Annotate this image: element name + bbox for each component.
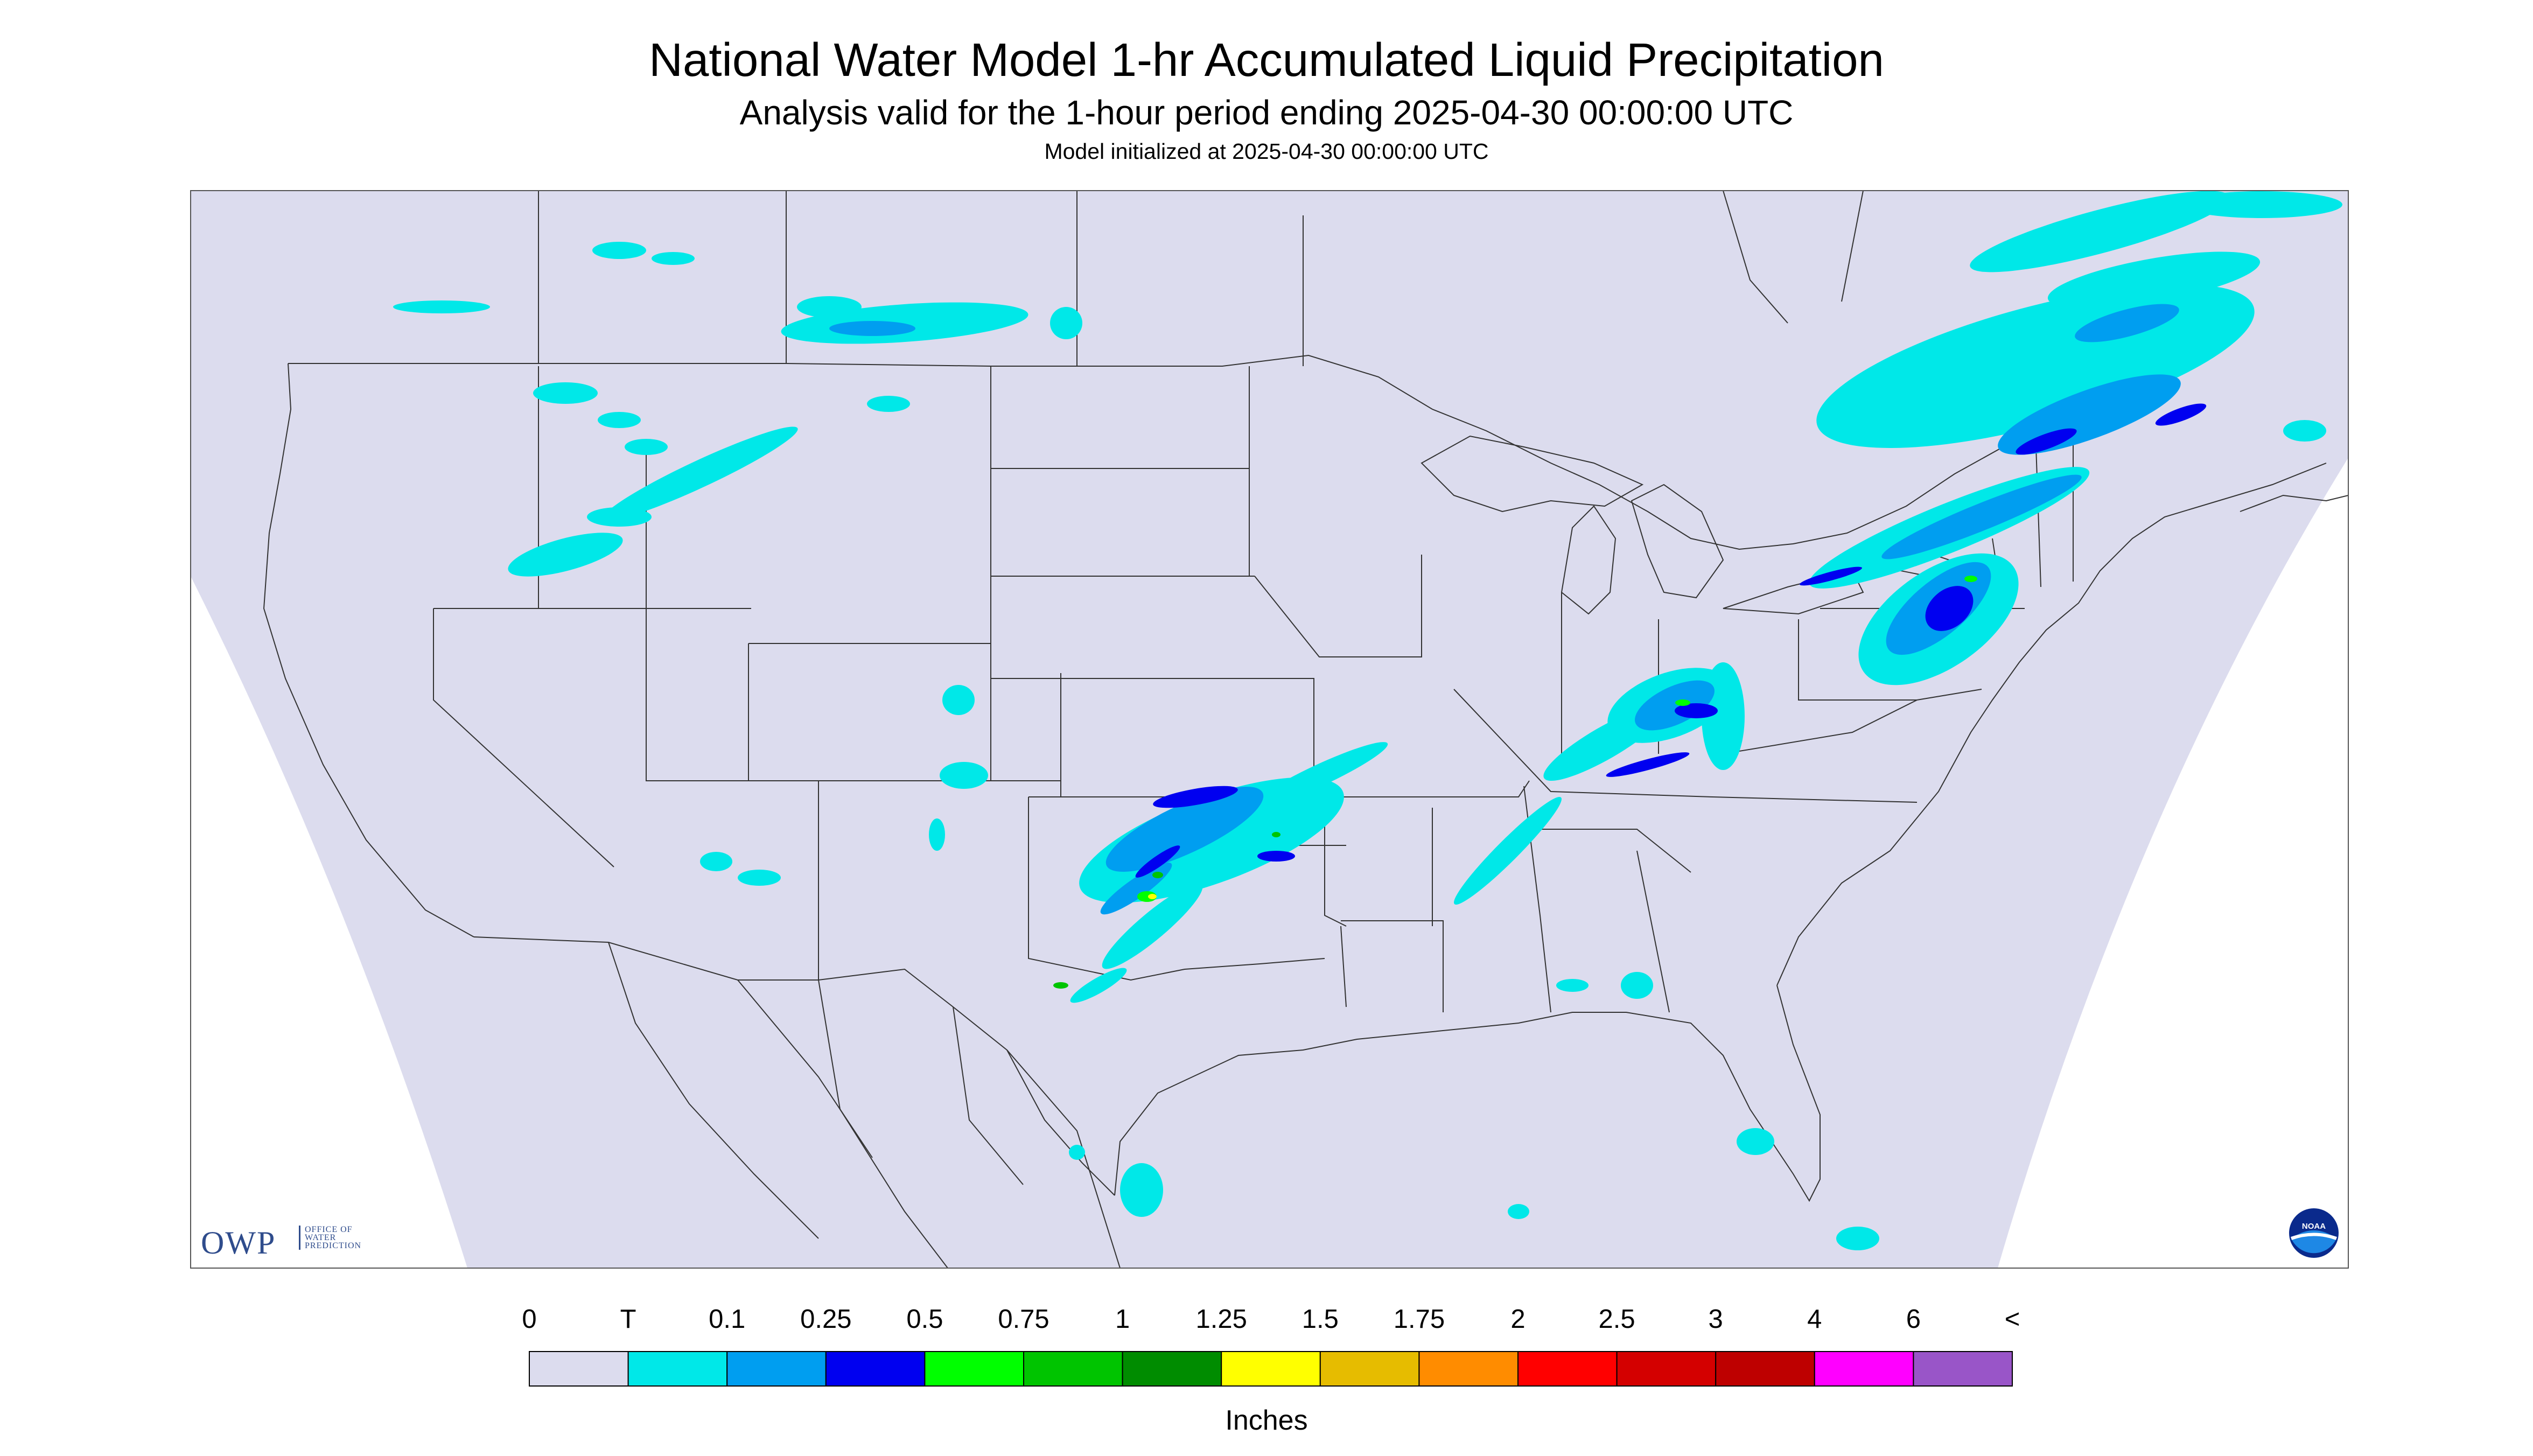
- legend-tick-label: 0.1: [709, 1305, 746, 1334]
- legend-tick-label: 0: [522, 1305, 537, 1334]
- legend-colorbar: [529, 1351, 2013, 1387]
- boundaries: [263, 191, 2348, 1268]
- map-subtitle: Analysis valid for the 1-hour period end…: [739, 93, 1794, 132]
- legend-tick-label: 0.75: [998, 1305, 1049, 1334]
- legend-tick-label: <: [2004, 1305, 2020, 1334]
- legend-swatch: [1517, 1351, 1618, 1387]
- noaa-logo: NOAA: [2289, 1208, 2339, 1258]
- legend-tick-label: 3: [1708, 1305, 1723, 1334]
- legend-tick-label: 1: [1115, 1305, 1130, 1334]
- legend-swatch: [924, 1351, 1025, 1387]
- legend-swatch: [1122, 1351, 1222, 1387]
- owp-text: OFFICE OF WATER PREDICTION: [299, 1226, 369, 1250]
- model-init-line: Model initialized at 2025-04-30 00:00:00…: [1044, 139, 1489, 164]
- legend-tick-label: 2: [1510, 1305, 1526, 1334]
- legend-swatch: [1221, 1351, 1321, 1387]
- legend-unit-label: Inches: [1225, 1405, 1308, 1436]
- legend-tick-label: 1.5: [1302, 1305, 1339, 1334]
- precip-cores: [1053, 576, 1977, 989]
- owp-logo: OWP OFFICE OF WATER PREDICTION: [201, 1224, 361, 1262]
- precip-0-25: [1135, 403, 2207, 878]
- map-frame: [190, 190, 2349, 1269]
- legend-frame: [529, 1351, 2013, 1387]
- legend-swatch: [1418, 1351, 1519, 1387]
- legend-tick-label: 4: [1807, 1305, 1822, 1334]
- legend-swatch: [1814, 1351, 1914, 1387]
- legend-swatch: [825, 1351, 926, 1387]
- legend-tick-label: 6: [1906, 1305, 1921, 1334]
- legend-tick-label: T: [620, 1305, 636, 1334]
- legend-swatch: [1023, 1351, 1123, 1387]
- noaa-logo-text: NOAA: [2302, 1222, 2326, 1231]
- legend-tick-label: 0.5: [906, 1305, 943, 1334]
- legend-tick-label: 1.25: [1195, 1305, 1247, 1334]
- legend-tick-label: 2.5: [1598, 1305, 1635, 1334]
- legend-swatch: [1616, 1351, 1717, 1387]
- legend-tick-label: 1.75: [1393, 1305, 1445, 1334]
- legend-swatch: [1913, 1351, 2013, 1387]
- map-title: National Water Model 1-hr Accumulated Li…: [649, 34, 1884, 86]
- legend-swatch: [726, 1351, 827, 1387]
- legend-swatch: [1715, 1351, 1815, 1387]
- legend-tick-label: 0.25: [800, 1305, 852, 1334]
- owp-letters: OWP: [201, 1225, 276, 1261]
- legend-swatch: [529, 1351, 629, 1387]
- legend-swatch: [1319, 1351, 1420, 1387]
- legend-swatch: [627, 1351, 728, 1387]
